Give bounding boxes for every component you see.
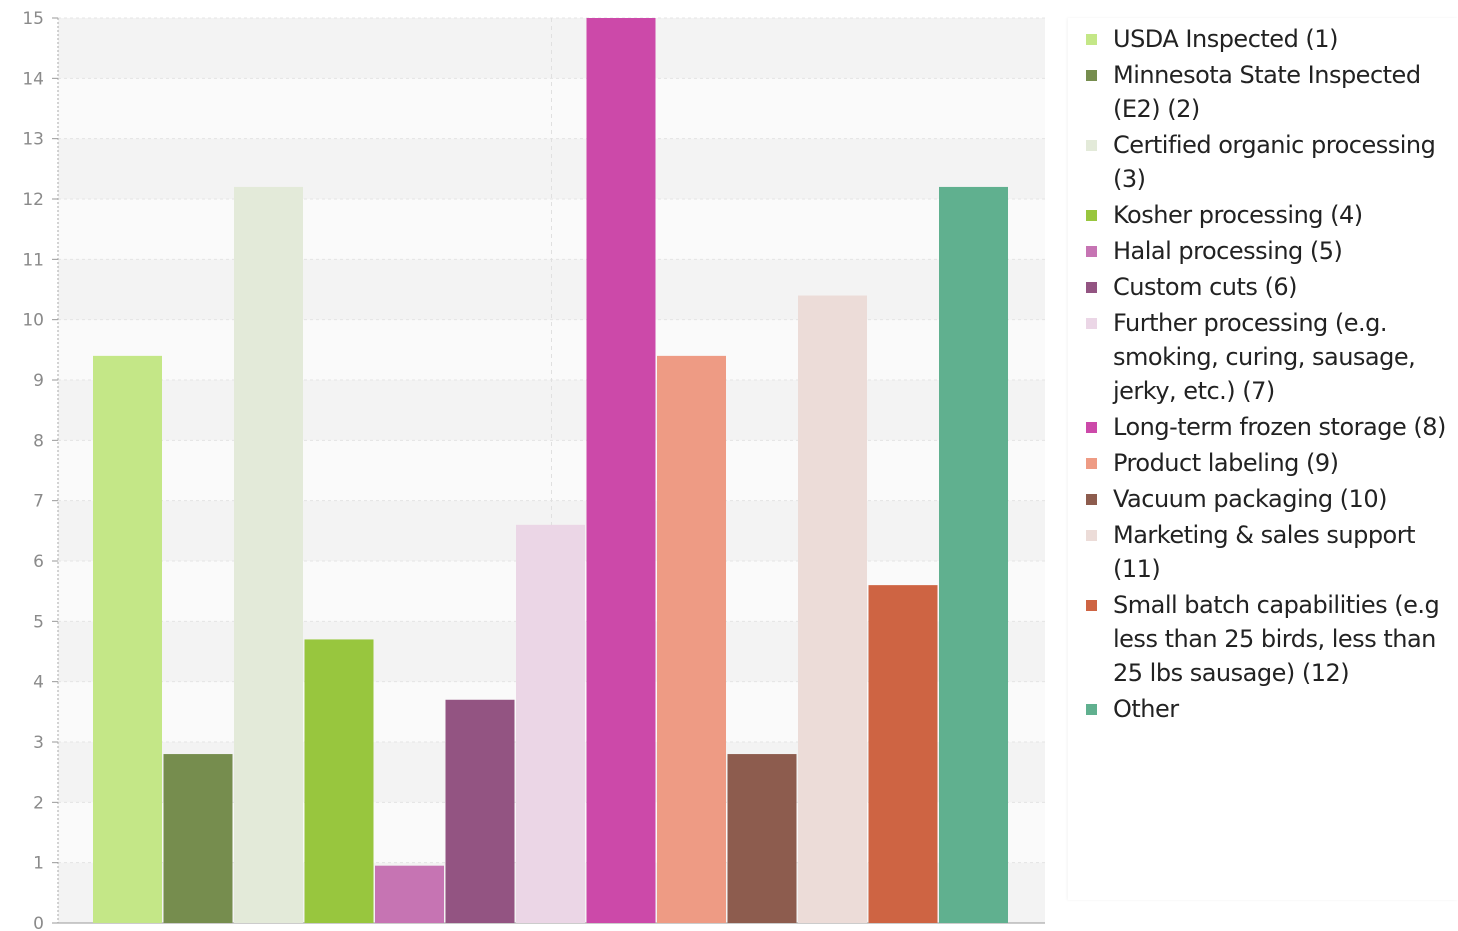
y-tick-label: 4 bbox=[33, 673, 44, 693]
y-tick-label: 12 bbox=[22, 190, 44, 210]
legend-label: Kosher processing (4) bbox=[1113, 201, 1363, 229]
legend-label: Minnesota State Inspected (E2) (2) bbox=[1113, 61, 1421, 123]
y-tick-label: 11 bbox=[22, 250, 44, 270]
bar-11[interactable] bbox=[798, 295, 867, 923]
y-tick-label: 8 bbox=[33, 431, 44, 451]
y-tick-label: 13 bbox=[22, 130, 44, 150]
y-tick-label: 1 bbox=[33, 854, 44, 874]
legend-item[interactable]: Custom cuts (6) bbox=[1086, 270, 1450, 304]
legend-item[interactable]: Further processing (e.g. smoking, curing… bbox=[1086, 306, 1450, 408]
legend-item[interactable]: Small batch capabilities (e.g less than … bbox=[1086, 588, 1450, 690]
legend-label: Other bbox=[1113, 695, 1179, 723]
legend-label: Halal processing (5) bbox=[1113, 237, 1343, 265]
legend-swatch bbox=[1086, 494, 1097, 505]
legend-item[interactable]: Certified organic processing (3) bbox=[1086, 128, 1450, 196]
legend-swatch bbox=[1086, 530, 1097, 541]
bar-6[interactable] bbox=[445, 699, 515, 923]
bars bbox=[93, 18, 1008, 923]
bar-2[interactable] bbox=[163, 754, 233, 923]
legend-swatch bbox=[1086, 282, 1097, 293]
legend-label: Certified organic processing (3) bbox=[1113, 131, 1436, 193]
y-tick-label: 15 bbox=[22, 9, 44, 29]
y-tick-label: 7 bbox=[33, 492, 44, 512]
legend: USDA Inspected (1) Minnesota State Inspec… bbox=[1068, 18, 1458, 900]
bar-12[interactable] bbox=[868, 585, 938, 923]
legend-label: Further processing (e.g. smoking, curing… bbox=[1113, 309, 1416, 405]
y-tick-label: 14 bbox=[22, 69, 44, 89]
legend-swatch bbox=[1086, 422, 1097, 433]
legend-swatch bbox=[1086, 600, 1097, 611]
legend-swatch bbox=[1086, 210, 1097, 221]
legend-item[interactable]: Halal processing (5) bbox=[1086, 234, 1450, 268]
bar-1[interactable] bbox=[93, 355, 162, 923]
bar-8[interactable] bbox=[586, 18, 656, 923]
legend-label: Marketing & sales support (11) bbox=[1113, 521, 1416, 583]
bar-4[interactable] bbox=[304, 639, 374, 923]
y-tick-label: 6 bbox=[33, 552, 44, 572]
legend-item[interactable]: USDA Inspected (1) bbox=[1086, 22, 1450, 56]
bar-3[interactable] bbox=[234, 186, 303, 923]
legend-label: Long-term frozen storage (8) bbox=[1113, 413, 1446, 441]
y-tick-label: 10 bbox=[22, 311, 44, 331]
legend-swatch bbox=[1086, 318, 1097, 329]
legend-swatch bbox=[1086, 140, 1097, 151]
bar-13[interactable] bbox=[939, 186, 1008, 923]
legend-item[interactable]: Minnesota State Inspected (E2) (2) bbox=[1086, 58, 1450, 126]
legend-swatch bbox=[1086, 458, 1097, 469]
legend-label: Vacuum packaging (10) bbox=[1113, 485, 1387, 513]
y-tick-label: 2 bbox=[33, 793, 44, 813]
legend-item[interactable]: Other bbox=[1086, 692, 1450, 726]
legend-item[interactable]: Long-term frozen storage (8) bbox=[1086, 410, 1450, 444]
legend-item[interactable]: Vacuum packaging (10) bbox=[1086, 482, 1450, 516]
legend-item[interactable]: Marketing & sales support (11) bbox=[1086, 518, 1450, 586]
bar-7[interactable] bbox=[516, 524, 585, 923]
y-tick-label: 3 bbox=[33, 733, 44, 753]
bar-5[interactable] bbox=[375, 865, 444, 923]
legend-item[interactable]: Product labeling (9) bbox=[1086, 446, 1450, 480]
legend-swatch bbox=[1086, 70, 1097, 81]
legend-swatch bbox=[1086, 704, 1097, 715]
legend-label: USDA Inspected (1) bbox=[1113, 25, 1338, 53]
legend-swatch bbox=[1086, 34, 1097, 45]
legend-label: Product labeling (9) bbox=[1113, 449, 1339, 477]
legend-swatch bbox=[1086, 246, 1097, 257]
y-tick-label: 5 bbox=[33, 612, 44, 632]
legend-label: Small batch capabilities (e.g less than … bbox=[1113, 591, 1440, 687]
y-tick-label: 9 bbox=[33, 371, 44, 391]
bar-9[interactable] bbox=[657, 355, 726, 923]
bar-10[interactable] bbox=[727, 754, 797, 923]
legend-label: Custom cuts (6) bbox=[1113, 273, 1298, 301]
y-tick-label: 0 bbox=[33, 914, 44, 931]
legend-item[interactable]: Kosher processing (4) bbox=[1086, 198, 1450, 232]
